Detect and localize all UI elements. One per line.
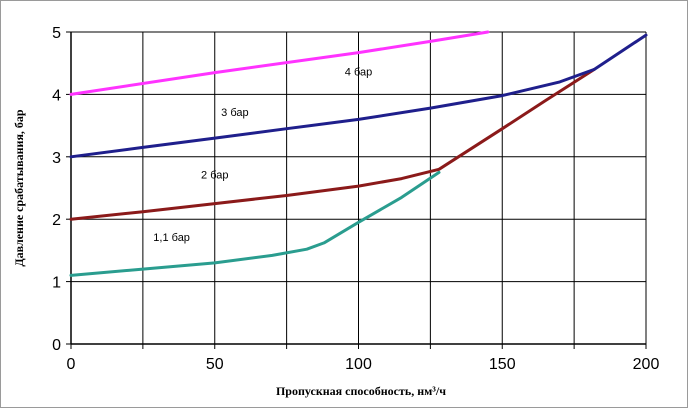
x-axis-label: Пропускная способность, нм³/ч <box>276 384 446 398</box>
series-line-4 <box>69 30 490 96</box>
x-tick-label: 100 <box>345 356 372 373</box>
y-axis-label: Давление срабатывания, бар <box>12 109 26 267</box>
y-tick-label: 5 <box>52 25 61 42</box>
axes <box>66 31 647 349</box>
x-tick-label: 50 <box>206 356 224 373</box>
series-annotation-1: 4 бар <box>345 67 372 79</box>
y-tick-label: 0 <box>52 337 61 354</box>
series-lines <box>69 30 648 277</box>
y-tick-label: 4 <box>52 87 61 104</box>
y-tick-label: 3 <box>52 150 61 167</box>
grid <box>70 31 647 345</box>
series-line-3 <box>69 33 648 159</box>
series-annotations: 4 бар 3 бар 2 бар 1,1 бар <box>153 67 372 244</box>
x-tick-label: 0 <box>67 356 76 373</box>
x-tick-label: 150 <box>489 356 516 373</box>
x-tick-label: 200 <box>633 356 660 373</box>
series-line-2 <box>69 67 596 221</box>
y-tick-label: 1 <box>52 275 61 292</box>
series-annotation-4: 1,1 бар <box>153 232 190 244</box>
series-annotation-3: 2 бар <box>201 170 228 182</box>
y-tick-label: 2 <box>52 212 61 229</box>
series-line-1 <box>69 170 441 277</box>
series-annotation-2: 3 бар <box>221 107 248 119</box>
